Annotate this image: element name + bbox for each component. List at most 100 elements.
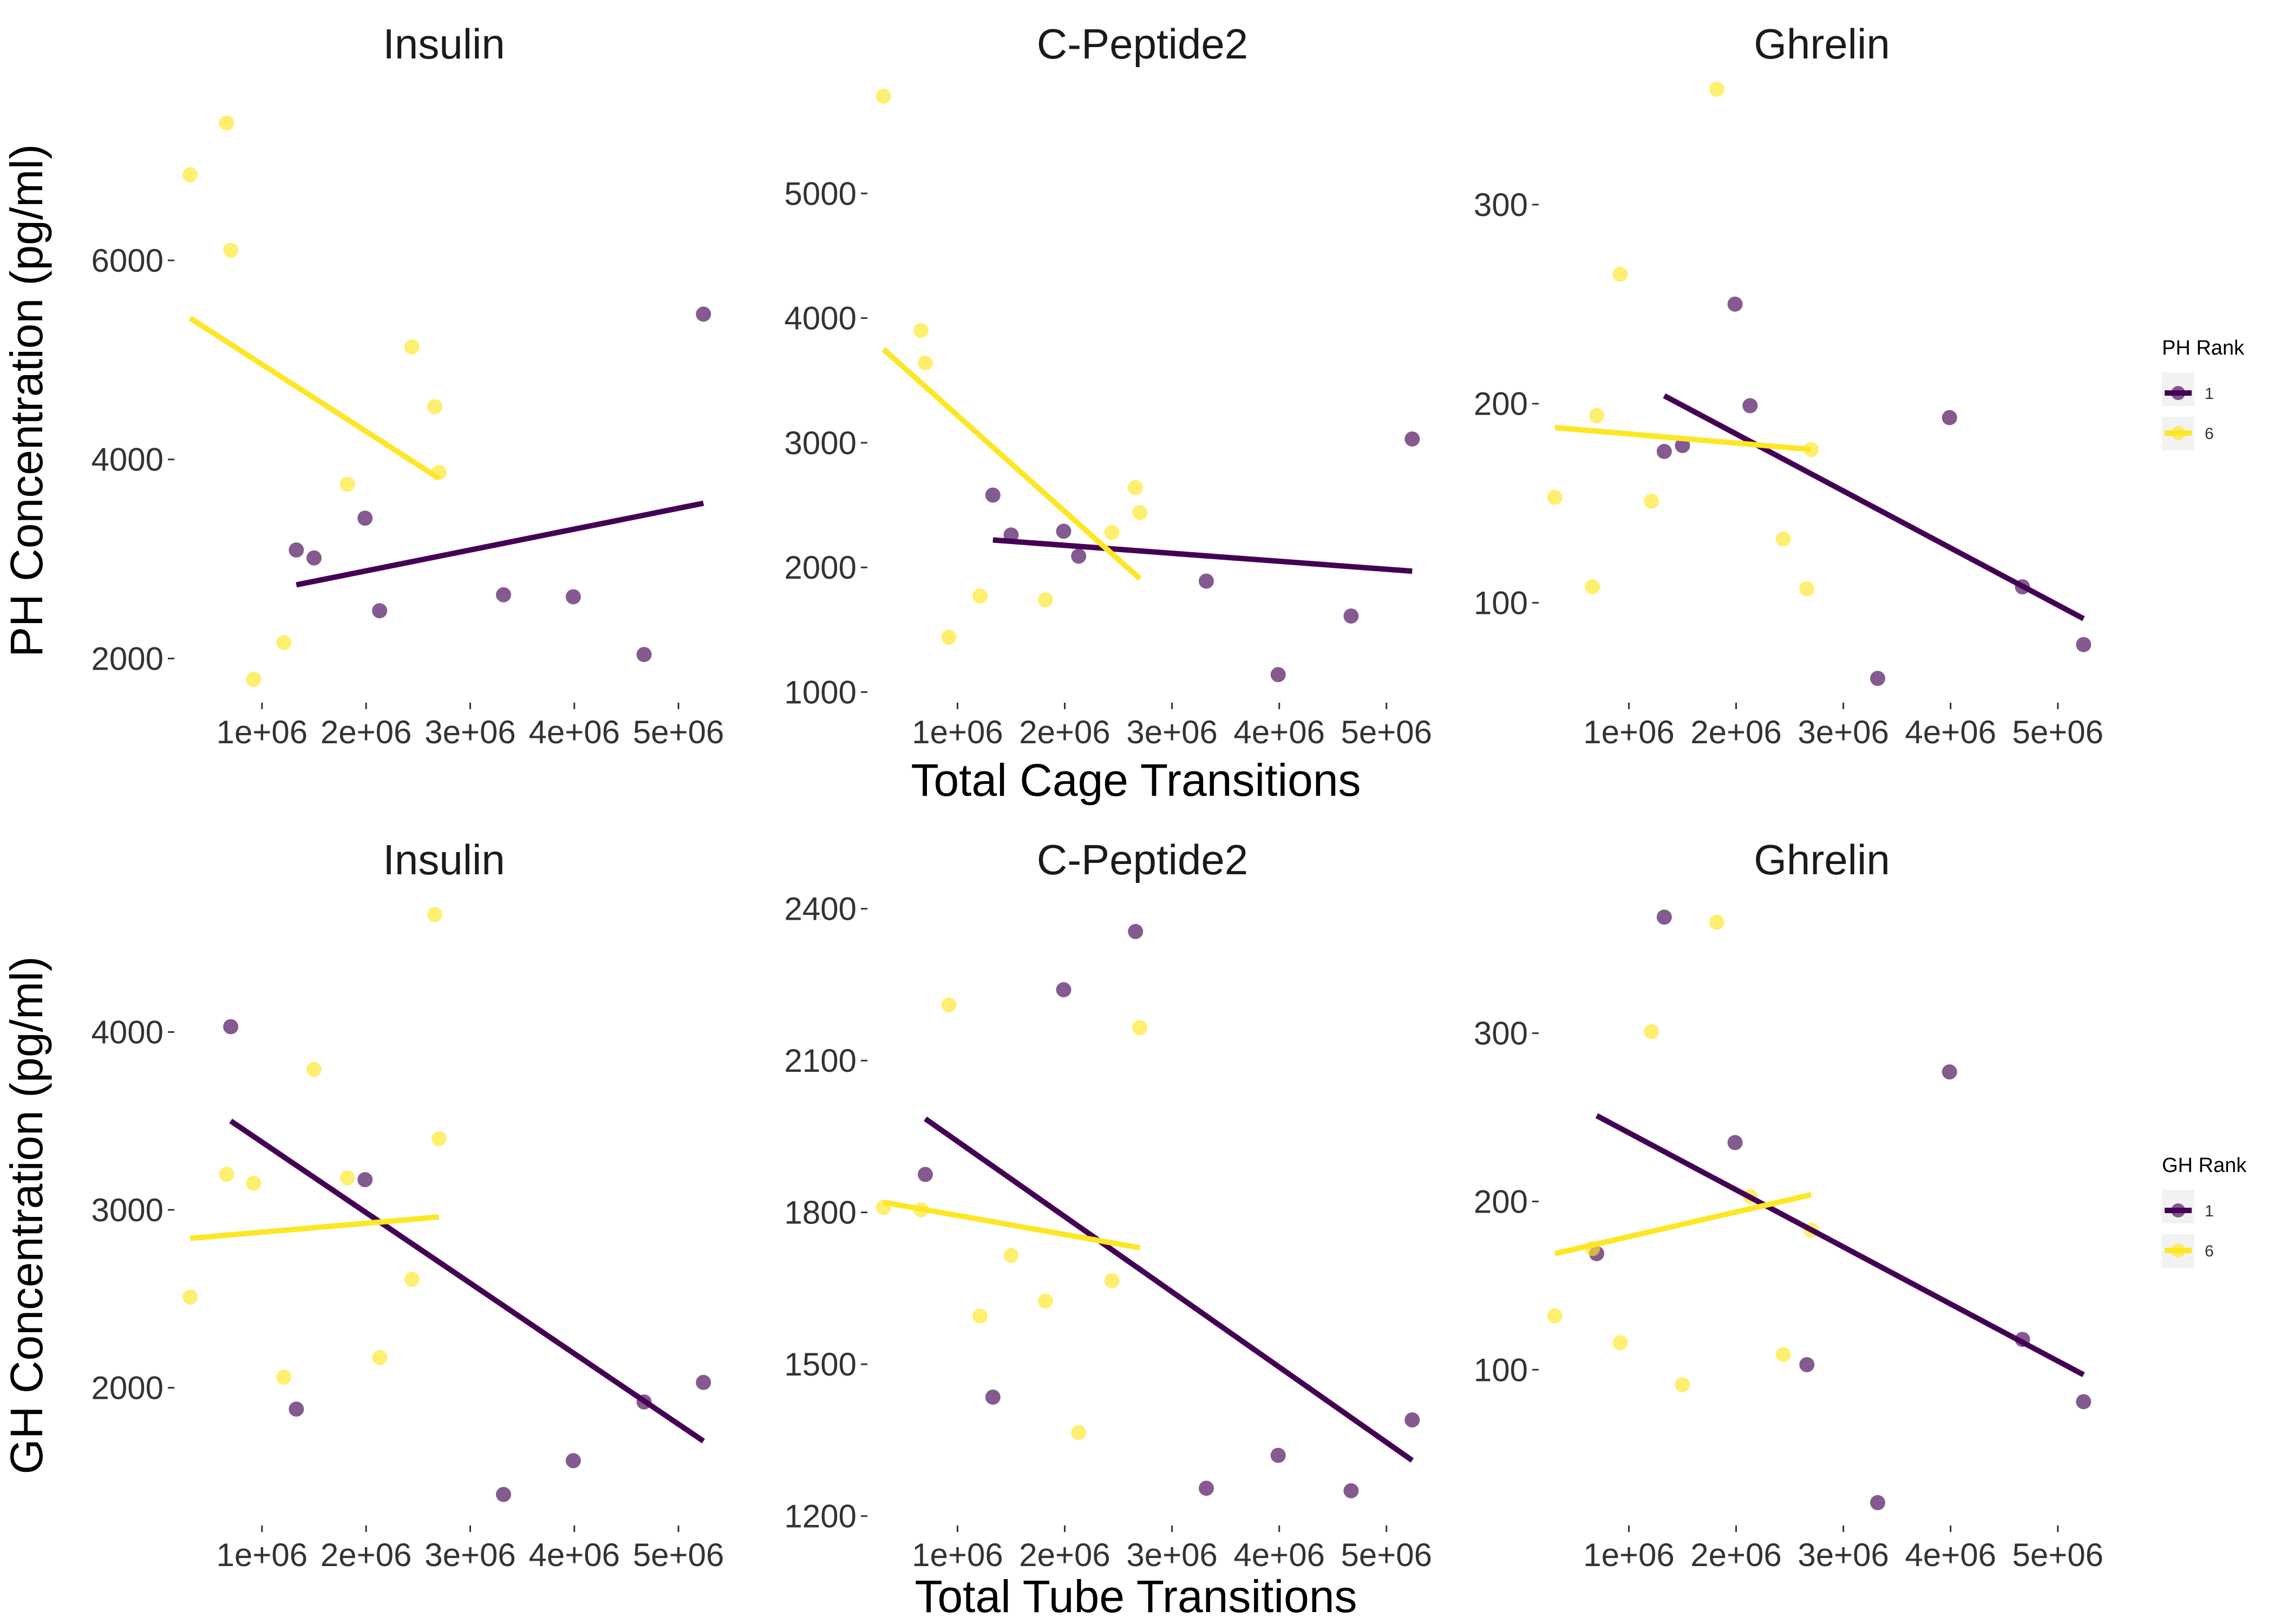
fit-line-rank-1	[1595, 1113, 2085, 1378]
x-tick-label: 2e+06	[1019, 1537, 1110, 1573]
fit-line-rank-6	[1554, 424, 1812, 453]
data-point-rank-1	[2076, 637, 2092, 652]
data-point-rank-1	[696, 1374, 711, 1390]
data-point-rank-6	[1709, 81, 1724, 97]
data-point-rank-1	[1199, 573, 1214, 589]
x-tick-label: 4e+06	[1905, 1537, 1996, 1573]
data-point-rank-6	[1132, 505, 1148, 520]
data-point-rank-1	[565, 1453, 581, 1469]
legend-label-rank-6: 6	[2205, 1242, 2214, 1260]
data-point-rank-6	[1775, 1347, 1791, 1363]
data-point-rank-1	[1128, 924, 1143, 939]
panel-c-peptide2-bottom: C-Peptide2 1e+06 2e+06 3e+06 4e+06 5e+06 1200…	[785, 836, 1433, 1573]
data-point-rank-6	[404, 1272, 420, 1287]
y-tick-label: 1000	[785, 674, 857, 710]
data-point-rank-6	[875, 88, 891, 104]
data-point-rank-1	[496, 1487, 511, 1502]
data-point-rank-1	[289, 1402, 304, 1417]
data-point-rank-1	[565, 589, 581, 605]
data-point-rank-1	[357, 510, 373, 526]
fit-line-rank-6	[188, 316, 441, 481]
fit-line-rank-1	[1663, 393, 2085, 621]
legend-title: PH Rank	[2162, 337, 2245, 359]
x-tick-label: 5e+06	[1341, 1537, 1433, 1573]
x-tick-label: 4e+06	[529, 714, 620, 750]
y-tick-label: 200	[1474, 386, 1528, 422]
data-point-rank-1	[696, 306, 711, 322]
legend-key-point-rank-6	[2171, 426, 2185, 440]
y-tick-label: 2000	[92, 640, 164, 677]
fit-line-rank-6	[881, 347, 1142, 581]
data-point-rank-6	[1104, 525, 1120, 540]
data-point-rank-6	[1644, 493, 1659, 509]
x-tick-label: 4e+06	[1233, 1537, 1325, 1573]
fit-line-rank-1	[296, 500, 704, 588]
fit-line-rank-1	[992, 537, 1413, 574]
x-tick-label: 3e+06	[1798, 714, 1889, 750]
data-point-rank-6	[1037, 592, 1053, 608]
x-tick-label: 5e+06	[633, 1537, 724, 1573]
data-point-rank-1	[306, 550, 322, 566]
fit-line-rank-1	[229, 1118, 705, 1444]
data-point-rank-6	[1003, 1248, 1019, 1263]
data-point-rank-6	[1799, 581, 1815, 597]
panel-gh-insulin: Insulin 1e+06 2e+06 3e+06 4e+06 5e+06 2000 300…	[92, 836, 724, 1573]
x-tick-label: 2e+06	[321, 714, 412, 750]
x-tick-label: 1e+06	[217, 714, 308, 750]
x-tick-label: 2e+06	[1690, 714, 1782, 750]
x-tick-label: 5e+06	[633, 714, 724, 750]
data-point-rank-6	[1709, 914, 1724, 930]
panel-title: C-Peptide2	[1037, 836, 1248, 883]
data-point-rank-6	[246, 672, 262, 687]
data-point-rank-6	[339, 1170, 355, 1186]
y-tick-label: 2400	[785, 891, 857, 927]
fit-line-rank-6	[1554, 1192, 1812, 1256]
data-point-rank-1	[1199, 1481, 1214, 1496]
y-tick-label: 3000	[92, 1192, 164, 1228]
legend-gh-rank: GH Rank 1 6	[2162, 1154, 2247, 1268]
x-tick-label: 3e+06	[1798, 1537, 1889, 1573]
panel-ph-insulin: Insulin 1e+06 2e+06 3e+06 4e+06 5e+06 2000 400…	[92, 20, 724, 750]
data-point-rank-1	[985, 1389, 1001, 1405]
y-tick-label: 300	[1474, 1016, 1528, 1052]
y-tick-label: 4000	[92, 1014, 164, 1050]
x-axis-title-bottom: Total Tube Transitions	[914, 1571, 1357, 1622]
data-point-rank-6	[219, 1167, 234, 1182]
x-tick-label: 4e+06	[1233, 714, 1325, 750]
data-point-rank-1	[1056, 982, 1071, 998]
data-point-rank-6	[972, 1308, 988, 1324]
x-tick-label: 1e+06	[217, 1537, 308, 1573]
legend-key-point-rank-6	[2171, 1243, 2185, 1258]
data-point-rank-6	[913, 323, 929, 338]
x-tick-label: 2e+06	[321, 1537, 412, 1573]
x-tick-label: 3e+06	[424, 714, 516, 750]
data-point-rank-1	[1404, 431, 1420, 447]
data-point-rank-6	[1612, 1335, 1628, 1351]
y-tick-label: 3000	[785, 425, 857, 461]
data-point-rank-1	[1056, 523, 1071, 539]
panel-title: Ghrelin	[1754, 836, 1890, 883]
panel-c-peptide2-top: C-Peptide2 1e+06 2e+06 3e+06 4e+06 5e+06 1000…	[785, 20, 1433, 750]
data-point-rank-6	[941, 630, 957, 645]
data-point-rank-1	[636, 647, 652, 663]
data-point-rank-1	[1343, 1483, 1359, 1498]
data-point-rank-6	[972, 588, 988, 604]
legend-key-point-rank-1	[2171, 1203, 2185, 1217]
data-point-rank-6	[941, 997, 957, 1013]
y-tick-label: 5000	[785, 175, 857, 212]
x-tick-label: 5e+06	[2012, 714, 2104, 750]
data-point-rank-1	[1404, 1412, 1420, 1428]
panel-title: C-Peptide2	[1037, 20, 1248, 68]
data-point-rank-6	[404, 339, 420, 355]
data-point-rank-1	[1270, 667, 1286, 683]
data-point-rank-6	[246, 1175, 262, 1191]
y-tick-label: 300	[1474, 187, 1528, 223]
data-point-rank-6	[427, 399, 443, 415]
y-tick-label: 4000	[92, 442, 164, 478]
panel-title: Insulin	[383, 20, 505, 68]
data-point-rank-6	[431, 1131, 447, 1147]
data-point-rank-6	[276, 635, 292, 651]
legend-ph-rank: PH Rank 1 6	[2162, 337, 2245, 450]
x-tick-label: 1e+06	[1583, 714, 1675, 750]
